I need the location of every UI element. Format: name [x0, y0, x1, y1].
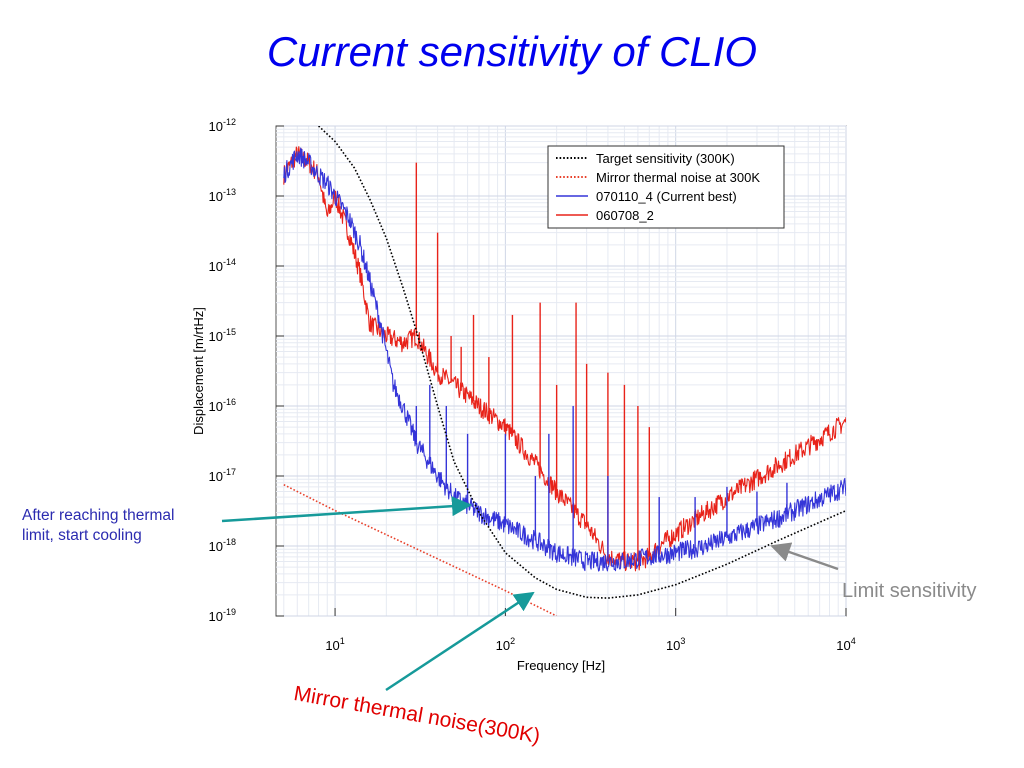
y-axis-label: Displacement [m/rtHz]	[191, 307, 206, 435]
legend-label: Target sensitivity (300K)	[596, 151, 735, 166]
mirror-thermal-arrow	[385, 591, 535, 692]
series-line	[283, 147, 846, 572]
x-axis-label: Frequency [Hz]	[517, 658, 605, 673]
x-tick-label: 101	[325, 636, 344, 653]
limit-sensitivity-arrow	[770, 542, 839, 571]
legend-label: 060708_2	[596, 208, 654, 223]
y-tick-label: 10-14	[209, 257, 236, 274]
y-tick-label: 10-16	[209, 397, 236, 414]
y-tick-label: 10-15	[209, 327, 236, 344]
thermal-limit-arrow	[221, 496, 472, 523]
thermal-limit-line1: After reaching thermal	[22, 507, 175, 524]
grid	[276, 125, 847, 617]
x-tick-label: 103	[666, 636, 685, 653]
thermal-limit-line2: limit, start cooling	[22, 527, 142, 544]
limit-sensitivity-label: Limit sensitivity	[842, 580, 977, 602]
series-layer	[283, 126, 846, 616]
series-line	[283, 146, 846, 572]
thermal-limit-annotation: After reaching thermal limit, start cool…	[22, 506, 232, 546]
x-tick-label: 102	[496, 636, 515, 653]
x-tick-label: 104	[836, 636, 855, 653]
y-tick-label: 10-12	[209, 117, 236, 134]
legend: Target sensitivity (300K) Mirror thermal …	[547, 145, 785, 229]
legend-label: 070110_4 (Current best)	[596, 189, 737, 204]
slide-title: Current sensitivity of CLIO	[266, 28, 758, 75]
legend-label: Mirror thermal noise at 300K	[596, 170, 760, 185]
y-tick-label: 10-19	[209, 607, 236, 624]
y-tick-label: 10-17	[209, 467, 236, 484]
legend-box	[547, 145, 785, 229]
y-tick-label: 10-13	[209, 187, 236, 204]
series-line	[318, 126, 846, 599]
